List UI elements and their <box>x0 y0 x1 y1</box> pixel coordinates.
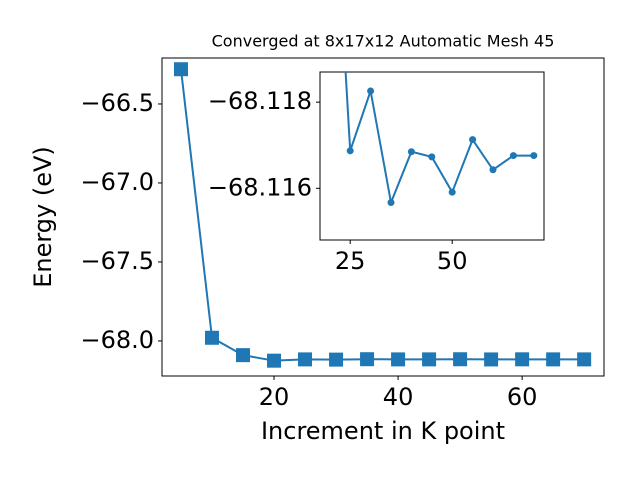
marker <box>329 352 344 367</box>
marker <box>360 352 375 367</box>
marker <box>346 147 354 155</box>
x-tick-label: 60 <box>507 383 538 411</box>
y-tick-label: −66.5 <box>80 89 154 117</box>
series-group <box>173 62 592 368</box>
marker <box>530 152 538 160</box>
marker <box>509 152 517 160</box>
marker <box>448 188 456 196</box>
y-axis-label: Energy (eV) <box>29 146 57 288</box>
marker <box>489 166 497 174</box>
x-tick-label: 40 <box>383 383 414 411</box>
x-tick-label: 25 <box>335 247 366 275</box>
y-tick-label: −67.5 <box>80 247 154 275</box>
marker <box>484 352 499 367</box>
marker <box>407 148 415 156</box>
marker <box>204 330 219 345</box>
marker <box>367 87 375 95</box>
series-group <box>344 72 538 207</box>
x-tick-label: 50 <box>437 247 468 275</box>
marker <box>515 352 530 367</box>
x-tick-label: 20 <box>259 383 290 411</box>
y-tick-label: −68.118 <box>208 87 312 115</box>
marker <box>387 199 395 207</box>
y-tick-label: −68.116 <box>208 173 312 201</box>
marker <box>298 352 313 367</box>
marker <box>428 153 436 161</box>
marker <box>391 352 406 367</box>
x-axis-label: Increment in K point <box>261 417 505 445</box>
marker <box>469 136 477 144</box>
chart-title: Converged at 8x17x12 Automatic Mesh 45 <box>212 32 555 51</box>
marker <box>422 352 437 367</box>
marker <box>577 352 592 367</box>
marker <box>173 62 188 77</box>
y-tick-label: −68.0 <box>80 326 154 354</box>
marker <box>453 352 468 367</box>
marker <box>546 352 561 367</box>
marker <box>267 353 282 368</box>
y-tick-label: −67.0 <box>80 168 154 196</box>
marker <box>236 348 251 363</box>
